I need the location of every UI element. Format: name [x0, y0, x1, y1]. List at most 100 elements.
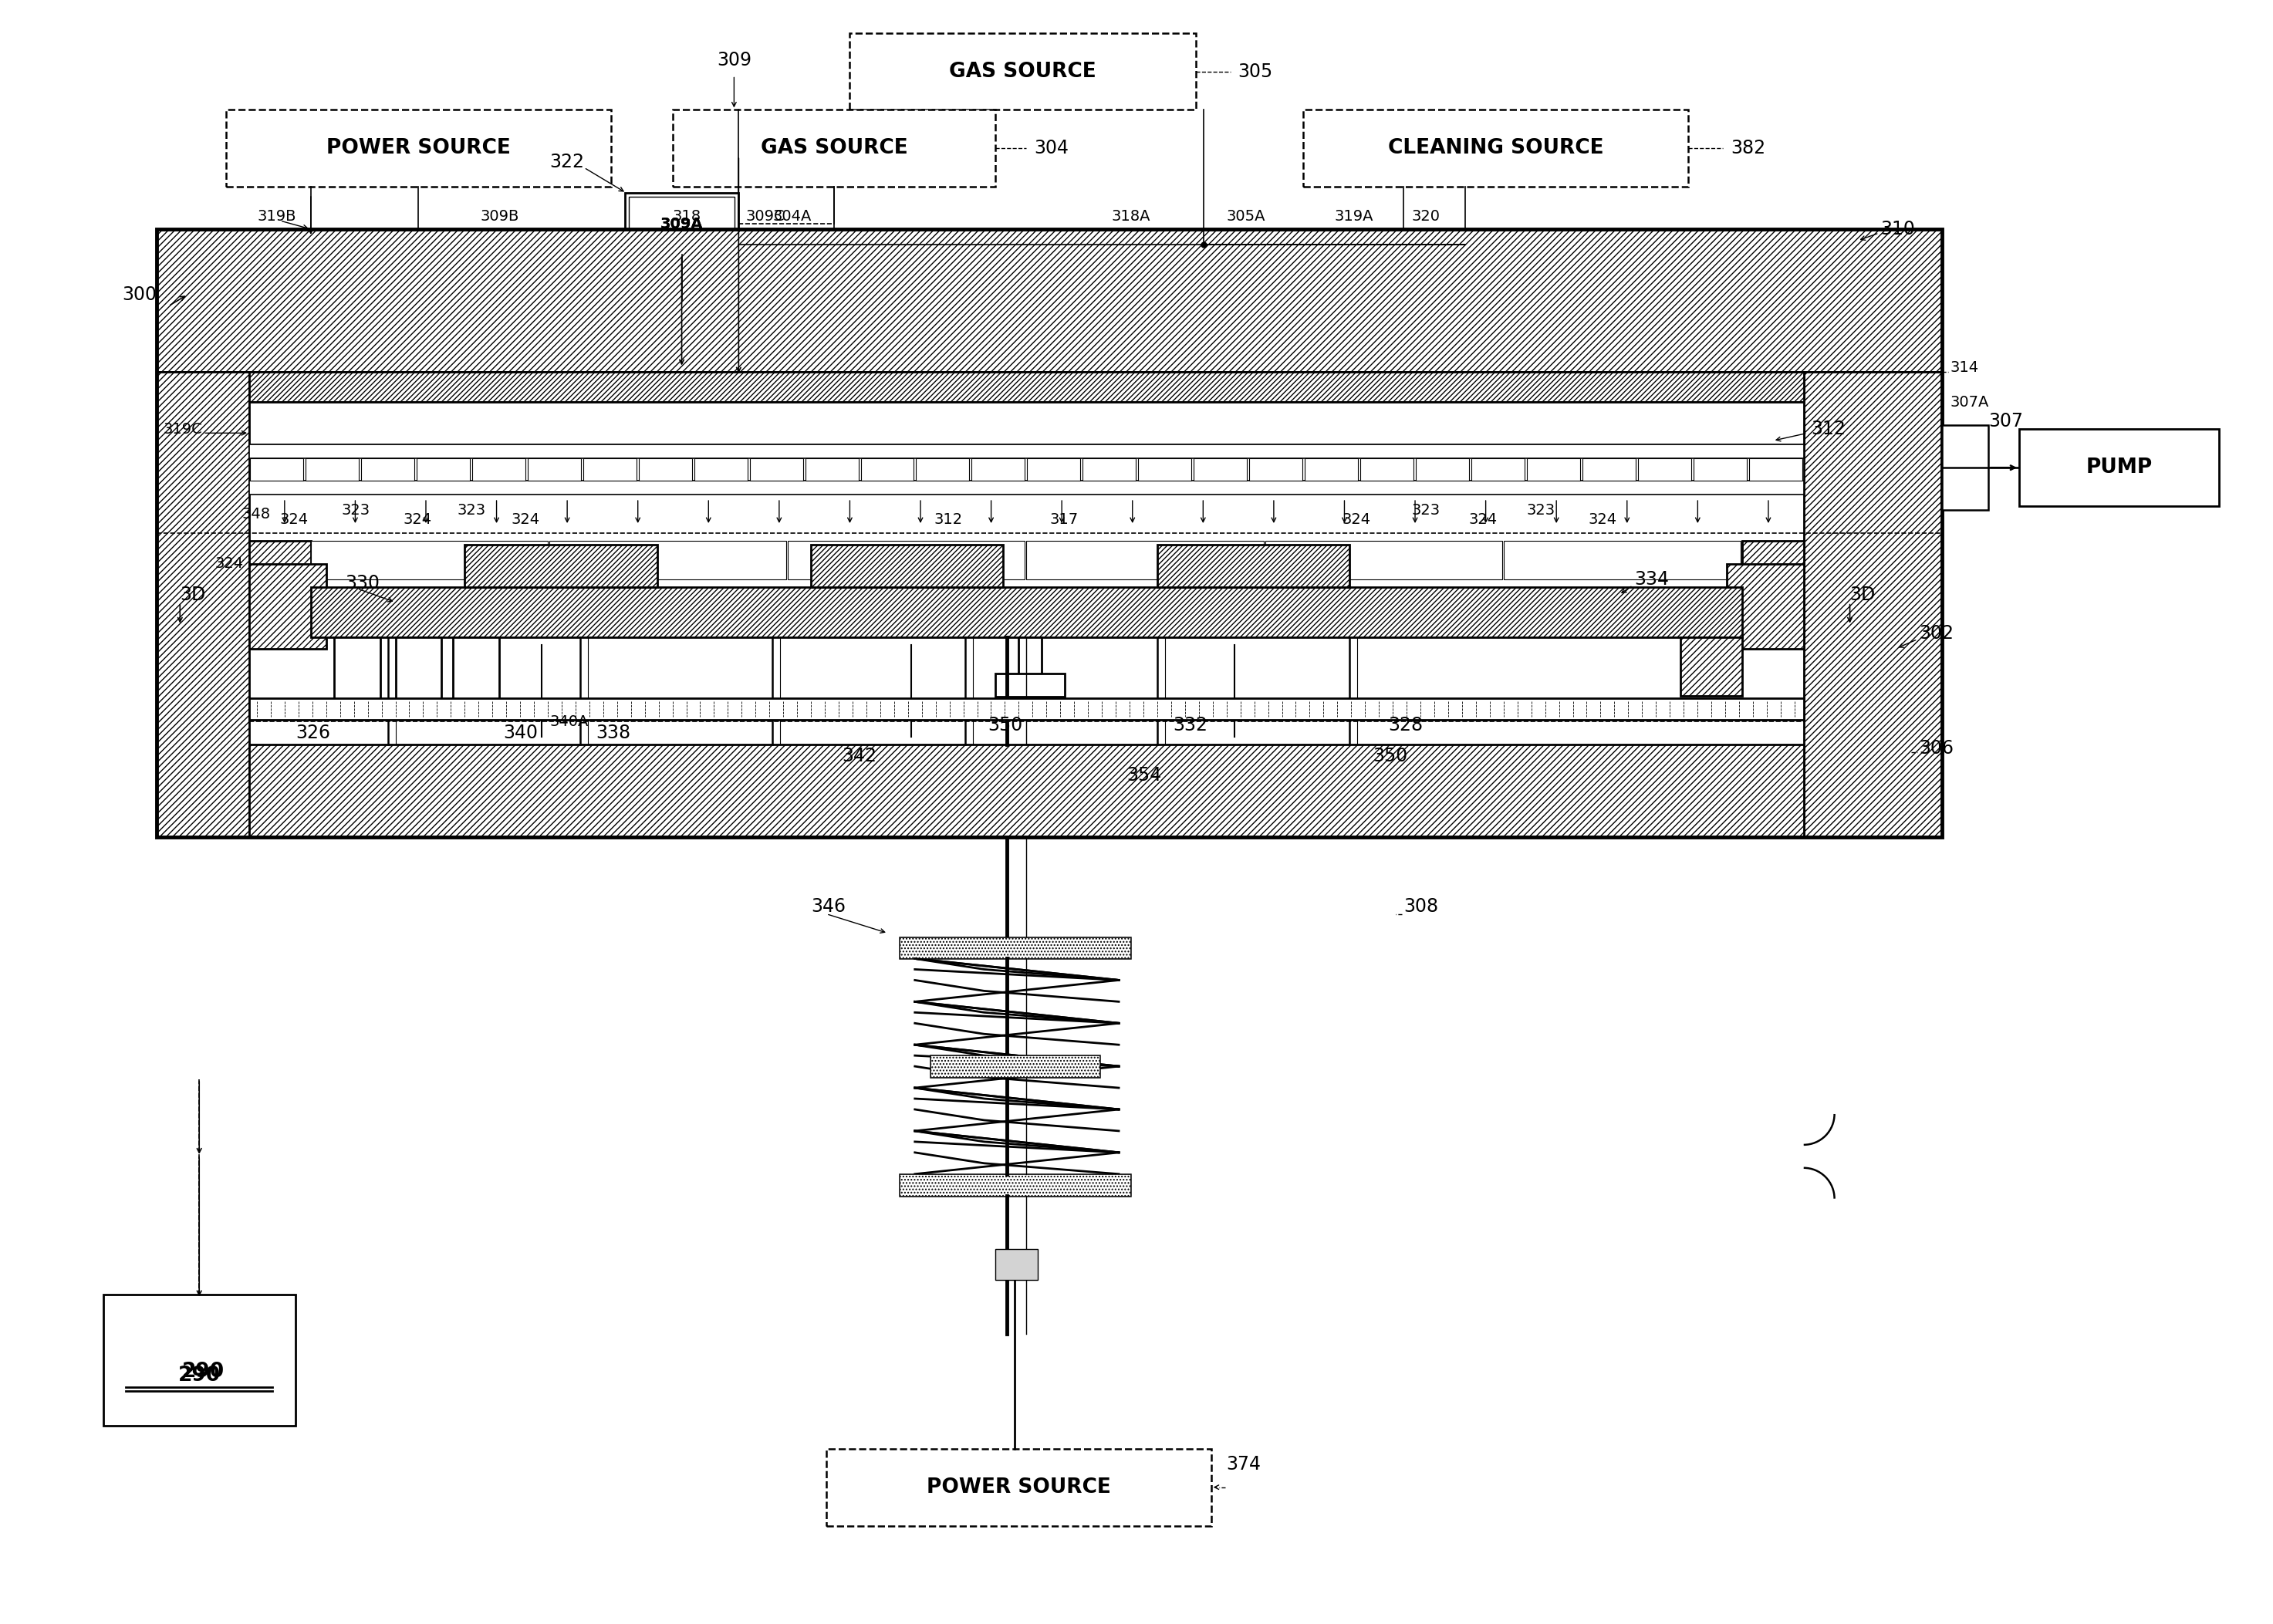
Bar — [1305, 458, 1357, 481]
Bar — [1157, 544, 1350, 586]
Bar — [416, 458, 471, 481]
Bar — [693, 458, 748, 481]
Text: 307: 307 — [1989, 412, 2023, 430]
Bar — [305, 458, 359, 481]
Bar — [1302, 110, 1689, 187]
Bar — [900, 937, 1130, 958]
Bar — [250, 445, 1805, 458]
Bar — [973, 458, 1025, 481]
Text: 324: 324 — [214, 557, 243, 572]
Text: 324: 324 — [511, 512, 539, 526]
Bar — [250, 745, 1805, 836]
Bar — [1727, 564, 1805, 648]
Bar — [250, 564, 327, 648]
Text: 305: 305 — [1239, 62, 1273, 81]
Text: GAS SOURCE: GAS SOURCE — [761, 138, 907, 159]
Text: 308: 308 — [1402, 896, 1439, 916]
Bar — [1941, 425, 1989, 510]
Text: 318: 318 — [673, 209, 700, 224]
Bar — [996, 674, 1066, 697]
Bar — [1266, 541, 1502, 580]
Text: 304A: 304A — [773, 209, 811, 224]
Bar — [250, 372, 1805, 403]
Text: 354: 354 — [1127, 767, 1162, 784]
Bar — [157, 229, 1941, 836]
Text: 304: 304 — [1034, 140, 1068, 158]
Bar — [527, 458, 582, 481]
Text: 324: 324 — [1589, 512, 1616, 526]
Bar — [916, 458, 968, 481]
Text: CLEANING SOURCE: CLEANING SOURCE — [1389, 138, 1605, 159]
Text: 342: 342 — [841, 747, 877, 765]
Bar — [930, 1056, 1100, 1077]
Bar — [1741, 541, 1805, 580]
Bar — [639, 458, 691, 481]
Text: 350: 350 — [989, 716, 1023, 734]
Bar — [1250, 458, 1302, 481]
Bar — [900, 1174, 1130, 1195]
Bar — [750, 458, 802, 481]
Text: 307A: 307A — [1950, 395, 1989, 409]
Bar — [1748, 458, 1802, 481]
Bar — [1082, 458, 1136, 481]
Text: POWER SOURCE: POWER SOURCE — [327, 138, 511, 159]
Bar — [1471, 458, 1525, 481]
Bar — [361, 458, 414, 481]
Bar — [550, 541, 786, 580]
Bar — [250, 698, 1805, 719]
Bar — [157, 372, 250, 836]
Bar — [1193, 458, 1248, 481]
Text: 323: 323 — [341, 503, 370, 518]
Text: 309A: 309A — [659, 216, 702, 231]
Bar — [473, 458, 525, 481]
Bar — [827, 1449, 1212, 1525]
Text: 330: 330 — [345, 573, 380, 593]
Text: 323: 323 — [1527, 503, 1555, 518]
Bar — [225, 110, 611, 187]
Text: 312: 312 — [1812, 421, 1846, 438]
Text: 300: 300 — [123, 286, 157, 304]
Text: 309A: 309A — [659, 216, 702, 231]
Bar — [157, 229, 1941, 372]
Text: 322: 322 — [550, 153, 584, 172]
Bar — [1416, 458, 1468, 481]
Text: 305A: 305A — [1227, 209, 1266, 224]
Text: 324: 324 — [280, 512, 309, 526]
Bar — [1693, 458, 1746, 481]
Bar — [1359, 458, 1414, 481]
Text: 306: 306 — [1918, 739, 1955, 758]
Bar — [464, 544, 657, 586]
Text: 317: 317 — [1050, 512, 1077, 526]
Bar — [452, 637, 500, 713]
Text: 3D: 3D — [180, 585, 205, 604]
Text: 309: 309 — [716, 50, 752, 70]
Text: 334: 334 — [1634, 570, 1668, 588]
Bar — [930, 1056, 1100, 1077]
Text: 312: 312 — [934, 512, 964, 526]
Text: 320: 320 — [1412, 209, 1439, 224]
Bar — [1805, 372, 1941, 836]
Text: 302: 302 — [1918, 624, 1955, 643]
Bar — [625, 193, 739, 255]
Bar — [1139, 458, 1191, 481]
Bar — [673, 110, 996, 187]
Text: 332: 332 — [1173, 716, 1207, 734]
Bar — [250, 458, 302, 481]
Bar — [1639, 458, 1691, 481]
Bar — [861, 458, 914, 481]
Text: 3D: 3D — [1850, 585, 1875, 604]
Bar — [584, 458, 636, 481]
Bar — [789, 541, 1025, 580]
Text: 338: 338 — [596, 724, 630, 742]
Text: 324: 324 — [1341, 512, 1371, 526]
Text: 319C: 319C — [164, 422, 202, 437]
Text: 319A: 319A — [1334, 209, 1373, 224]
Text: 324: 324 — [1468, 512, 1498, 526]
Bar — [311, 586, 1741, 637]
Bar — [250, 541, 311, 580]
Text: 290: 290 — [182, 1363, 225, 1382]
Bar — [334, 637, 380, 702]
Text: 328: 328 — [1389, 716, 1423, 734]
Bar — [2018, 429, 2218, 507]
Bar — [1527, 458, 1580, 481]
